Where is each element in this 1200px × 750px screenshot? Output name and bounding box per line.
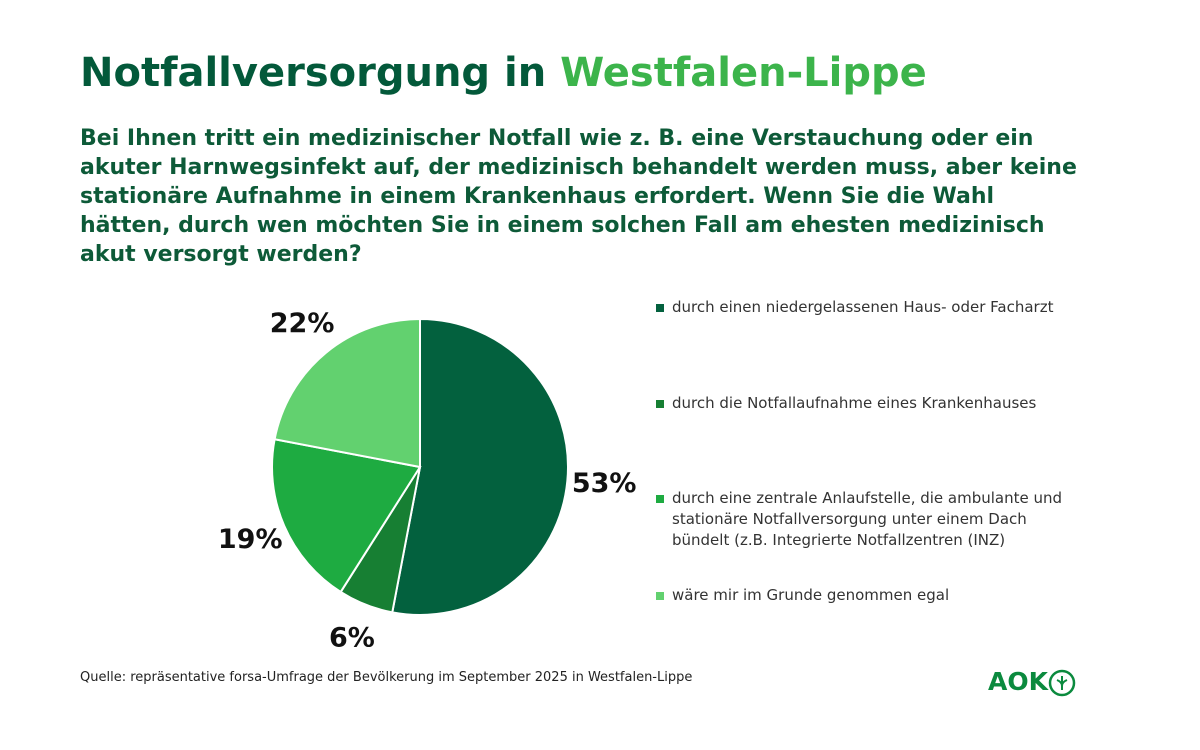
- pie-slice: [273, 317, 421, 469]
- value-label: 22%: [270, 308, 335, 339]
- pie-slice: [391, 317, 569, 616]
- legend-label: durch einen niedergelassenen Haus- oder …: [672, 298, 1054, 316]
- subtitle: Bei Ihnen tritt ein medizinischer Notfal…: [80, 126, 1077, 267]
- value-label: 19%: [218, 524, 283, 555]
- legend-label: durch die Notfallaufnahme eines Krankenh…: [672, 394, 1037, 412]
- legend-swatch: [656, 495, 664, 503]
- title: Notfallversorgung in Westfalen-Lippe: [80, 50, 927, 96]
- legend-swatch: [656, 400, 664, 408]
- legend-label: durch eine zentrale Anlaufstelle, die am…: [672, 489, 1063, 549]
- legend-label: wäre mir im Grunde genommen egal: [672, 586, 950, 604]
- logo-icon: [1048, 669, 1076, 697]
- legend-item: durch eine zentrale Anlaufstelle, die am…: [656, 488, 1076, 551]
- value-label: 53%: [572, 468, 637, 499]
- legend-item: durch die Notfallaufnahme eines Krankenh…: [656, 393, 1076, 414]
- title-part: Westfalen-Lippe: [560, 50, 927, 96]
- logo-text: AOK: [988, 667, 1048, 696]
- source: Quelle: repräsentative forsa-Umfrage der…: [80, 670, 693, 685]
- logo: AOK: [988, 667, 1076, 697]
- legend-swatch: [656, 592, 664, 600]
- value-label: 6%: [329, 623, 375, 654]
- pie-slice: [271, 438, 422, 594]
- title-part: Notfallversorgung in: [80, 50, 547, 96]
- legend-item: durch einen niedergelassenen Haus- oder …: [656, 297, 1076, 318]
- legend-swatch: [656, 304, 664, 312]
- legend-item: wäre mir im Grunde genommen egal: [656, 585, 1076, 606]
